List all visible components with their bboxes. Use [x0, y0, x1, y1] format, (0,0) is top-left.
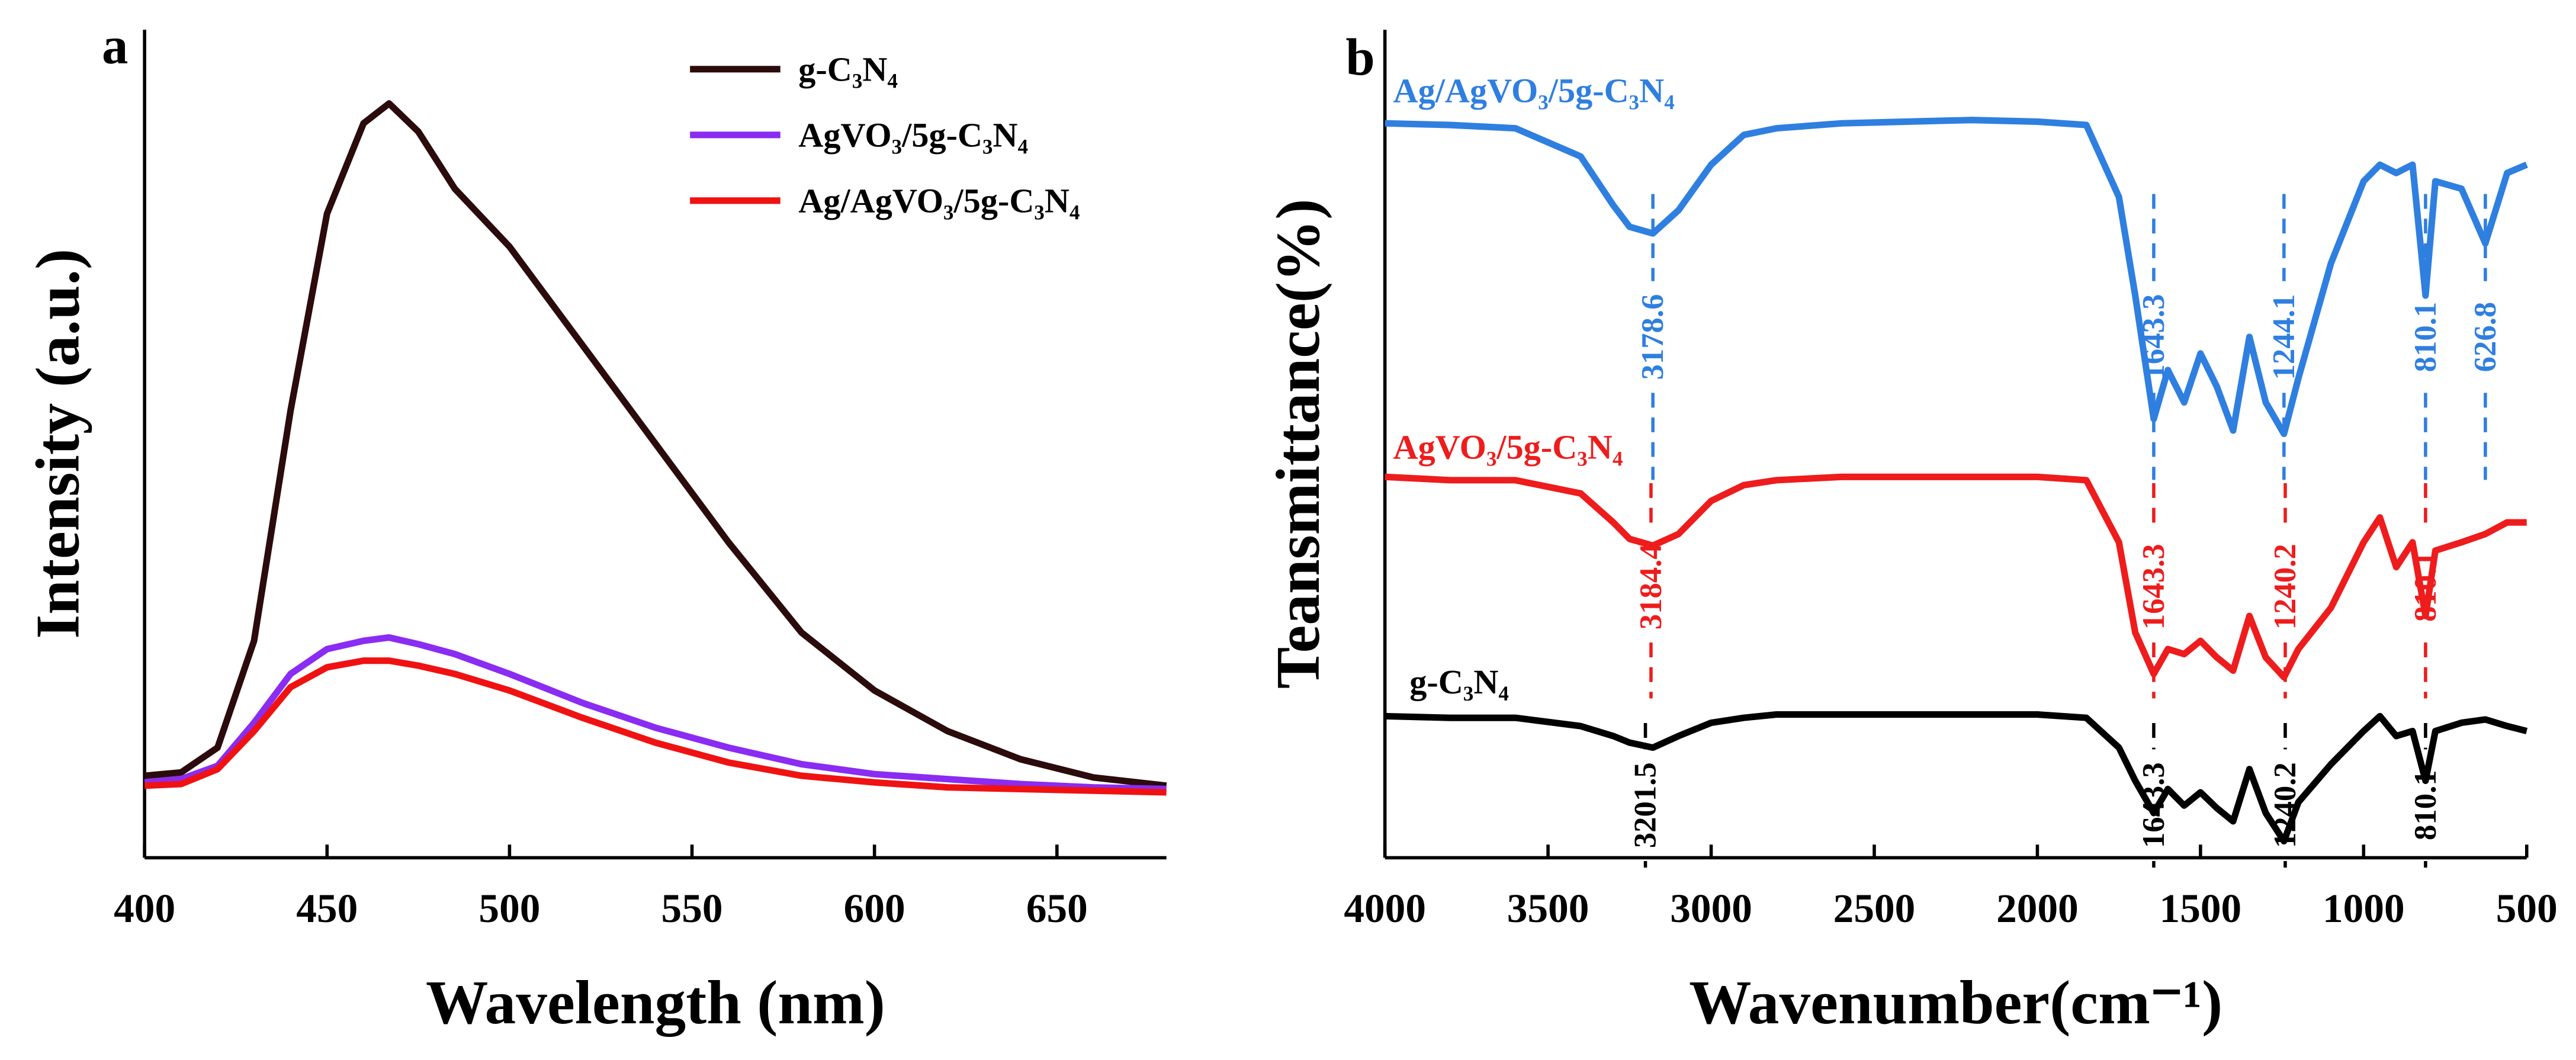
peak-label: 810.1: [2408, 770, 2443, 840]
legend-label: g-C₃N₄: [798, 50, 898, 88]
series-line: [1385, 711, 2528, 845]
peak-label: 1240.2: [2268, 544, 2302, 629]
peak-label: 810.1: [2408, 551, 2443, 622]
peak-label: 1643.3: [2137, 294, 2171, 380]
x-tick-label: 2500: [1833, 886, 1916, 931]
x-tick-label: 500: [478, 886, 540, 931]
x-tick-label: 4000: [1344, 886, 1426, 931]
peak-label: 626.8: [2468, 302, 2503, 372]
y-axis-title: Intensity (a.u.): [23, 249, 92, 639]
series-line: [144, 657, 1167, 796]
peak-label: 1643.3: [2137, 762, 2171, 848]
y-axis-title: Teansmittance(%): [1263, 199, 1332, 689]
series-line: [1385, 473, 2527, 681]
peak-label: 3184.4: [1634, 544, 1668, 629]
x-tick-label: 550: [661, 886, 723, 931]
x-tick-label: 1000: [2323, 886, 2405, 931]
peak-label: 1244.1: [2267, 294, 2301, 380]
series-label: g-C₃N₄: [1409, 663, 1509, 701]
series-line: [144, 100, 1167, 789]
x-tick-label: 400: [114, 886, 175, 931]
x-tick-label: 450: [296, 886, 358, 931]
series-label: Ag/AgVO₃/5g-C₃N₄: [1393, 71, 1675, 110]
legend-label: AgVO₃/5g-C₃N₄: [798, 115, 1028, 154]
peak-label: 1240.2: [2268, 762, 2302, 848]
series-line: [1385, 117, 2528, 438]
x-axis-title: Wavelength (nm): [426, 968, 885, 1037]
panel-label: a: [102, 17, 128, 75]
x-tick-label: 600: [844, 886, 905, 931]
x-tick-label: 2000: [1996, 886, 2079, 931]
panel-label: b: [1345, 28, 1374, 86]
series-label: AgVO₃/5g-C₃N₄: [1393, 428, 1623, 466]
x-tick-label: 1500: [2160, 886, 2242, 931]
peak-label: 1643.3: [2137, 544, 2171, 629]
x-tick-label: 500: [2496, 886, 2558, 931]
peak-label: 3178.6: [1636, 294, 1670, 380]
x-tick-label: 650: [1026, 886, 1088, 931]
x-tick-label: 3000: [1670, 886, 1752, 931]
x-tick-label: 3500: [1507, 886, 1589, 931]
x-axis-title: Wavenumber(cm⁻¹): [1689, 968, 2222, 1037]
legend-label: Ag/AgVO₃/5g-C₃N₄: [798, 181, 1080, 220]
peak-label: 3201.5: [1629, 762, 1663, 848]
series-line: [144, 634, 1167, 792]
peak-label: 810.1: [2408, 302, 2443, 372]
